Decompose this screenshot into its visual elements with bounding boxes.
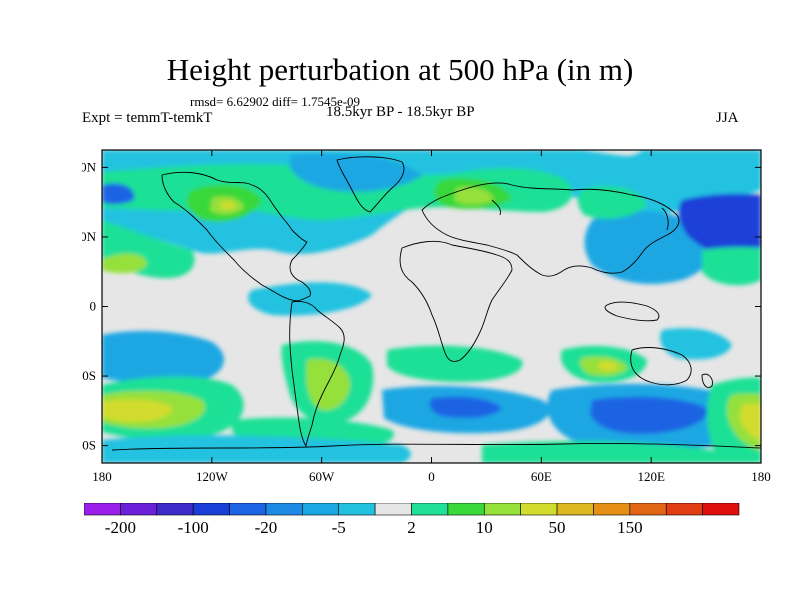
coastline [661, 207, 669, 231]
colorbar-swatch [411, 503, 449, 516]
colorbar-swatch [265, 503, 303, 516]
contour-region [454, 187, 494, 205]
colorbar-label: -200 [105, 518, 136, 537]
height-perturbation-map: 180 120W 60W 0 60E 120E 180 80N 40N 0 40S 80S [82, 149, 771, 484]
colorbar-swatch [702, 503, 740, 516]
contour-region [102, 253, 147, 274]
coastline [111, 443, 761, 451]
y-tick-label: 0 [90, 299, 97, 314]
colorbar-swatch [593, 503, 631, 516]
y-tick-label: 40S [82, 368, 96, 383]
coastline [604, 301, 660, 322]
colorbar-swatch [156, 503, 194, 516]
colorbar-swatch [229, 503, 267, 516]
contour-region [590, 396, 708, 435]
contour-region [102, 330, 224, 385]
contour-region [102, 399, 173, 422]
contour-region [482, 440, 722, 463]
coastline [289, 300, 345, 447]
colorbar-swatch [447, 503, 485, 516]
colorbar-label: -5 [332, 518, 346, 537]
experiment-label: Expt = temmT-temkT [82, 110, 213, 126]
colorbar-label: 150 [617, 518, 643, 537]
colorbar-swatch [556, 503, 594, 516]
colorbar-swatch [374, 503, 412, 516]
coastline [336, 156, 405, 213]
contour-region [702, 247, 761, 286]
contour-region [102, 183, 135, 205]
coastline [491, 199, 501, 216]
colorbar-swatch [338, 503, 376, 516]
colorbar-label: -20 [255, 518, 278, 537]
x-tick-label: 180 [751, 469, 771, 484]
contour-region [387, 345, 523, 382]
coastline [161, 171, 311, 302]
x-tick-label: 120E [637, 469, 665, 484]
x-tick-label: 120W [196, 469, 229, 484]
colorbar-label: 2 [407, 518, 416, 537]
contour-region [660, 328, 732, 360]
colorbar-swatch [192, 503, 230, 516]
contour-region [740, 403, 761, 440]
coastline [630, 347, 692, 386]
x-tick-label: 60E [531, 469, 552, 484]
colorbar-swatch [483, 503, 521, 516]
coastline [701, 373, 713, 388]
axis-tick-labels: 180 120W 60W 0 60E 120E 180 80N 40N 0 40S 80S [82, 159, 771, 484]
y-tick-label: 80N [82, 159, 97, 174]
plot-title: Height perturbation at 500 hPa (in m) [166, 52, 634, 87]
period-label: 18.5kyr BP - 18.5kyr BP [326, 104, 475, 120]
colorbar-label: 50 [549, 518, 566, 537]
season-label: JJA [716, 110, 739, 126]
contour-region [289, 153, 422, 192]
x-tick-label: 180 [92, 469, 112, 484]
colorbar-swatch [665, 503, 703, 516]
x-tick-label: 60W [309, 469, 335, 484]
axis-tick-marks [101, 150, 762, 463]
colorbar-swatch [84, 503, 121, 516]
colorbar-swatch [629, 503, 667, 516]
colorbar-swatch [120, 503, 158, 516]
contour-region [678, 193, 761, 261]
x-tick-label: 0 [428, 469, 435, 484]
contour-region [248, 282, 372, 316]
colorbar-label: -100 [178, 518, 209, 537]
contour-region [220, 201, 236, 210]
coastlines [111, 156, 761, 451]
contour-region [598, 361, 618, 371]
coastline [399, 240, 513, 362]
coastline [421, 182, 680, 277]
colorbar-swatch [302, 503, 340, 516]
contour-region [102, 435, 411, 463]
colorbar-swatch [520, 503, 558, 516]
contour-fill-layer [102, 150, 761, 463]
colorbar: -200 -100 -20 -5 2 10 50 150 [84, 503, 740, 537]
y-tick-label: 80S [82, 438, 96, 453]
rmsd-diff-stats: rmsd= 6.62902 diff= 1.7545e-09 [190, 94, 361, 109]
colorbar-label: 10 [476, 518, 493, 537]
contour-region [584, 210, 713, 285]
contour-region [306, 358, 350, 411]
y-tick-label: 40N [82, 229, 97, 244]
contour-region [429, 396, 502, 418]
